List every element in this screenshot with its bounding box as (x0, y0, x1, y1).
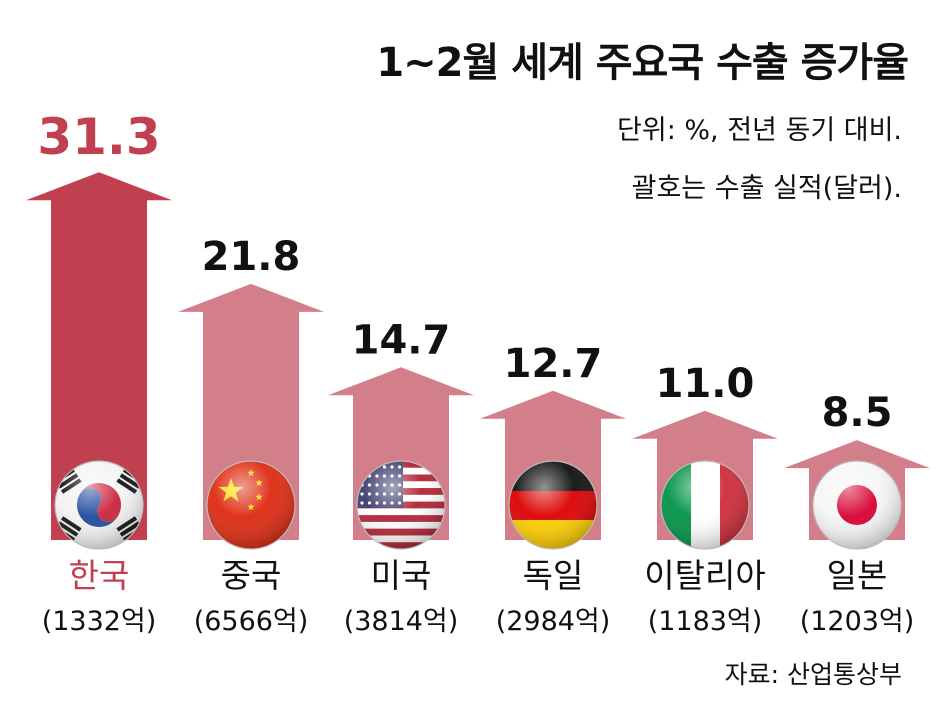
bar-arrow-0 (26, 172, 172, 540)
chart-title: 1~2월 세계 주요국 수출 증가율 (376, 40, 909, 86)
export-amount-label-2: (3814억) (344, 606, 459, 637)
value-label-2: 14.7 (352, 317, 451, 363)
value-label-4: 11.0 (656, 361, 755, 407)
china-flag-icon (206, 460, 296, 550)
chart-source: 자료: 산업통상부 (724, 660, 902, 689)
italy-flag-icon (660, 460, 750, 550)
export-amount-label-3: (2984억) (496, 606, 611, 637)
category-label-1: 중국 (221, 556, 282, 595)
category-label-2: 미국 (371, 556, 432, 595)
bar-arrow-1 (178, 283, 324, 540)
chart-subtitle-unit: 단위: %, 전년 동기 대비. (617, 115, 902, 146)
value-label-5: 8.5 (822, 390, 893, 436)
value-label-3: 12.7 (504, 341, 603, 387)
value-label-0: 31.3 (37, 108, 160, 166)
chart-subtitle-note: 괄호는 수출 실적(달러). (631, 173, 902, 204)
export-amount-label-4: (1183억) (648, 606, 763, 637)
korea-flag-icon (54, 460, 144, 550)
bars-layer: 31.3 한국 (1332억) 21.8 중국 (6566억) 14.7 미국 (3814억) 1… (26, 108, 930, 637)
japan-flag-icon (812, 460, 902, 550)
category-label-0: 한국 (69, 556, 130, 595)
export-amount-label-0: (1332억) (42, 606, 157, 637)
category-label-5: 일본 (827, 556, 888, 595)
export-amount-label-1: (6566억) (194, 606, 309, 637)
category-label-4: 이탈리아 (644, 556, 765, 595)
category-label-3: 독일 (523, 556, 584, 595)
usa-flag-icon (356, 460, 446, 550)
value-label-1: 21.8 (202, 234, 301, 280)
export-amount-label-5: (1203억) (800, 606, 915, 637)
germany-flag-icon (508, 460, 598, 550)
